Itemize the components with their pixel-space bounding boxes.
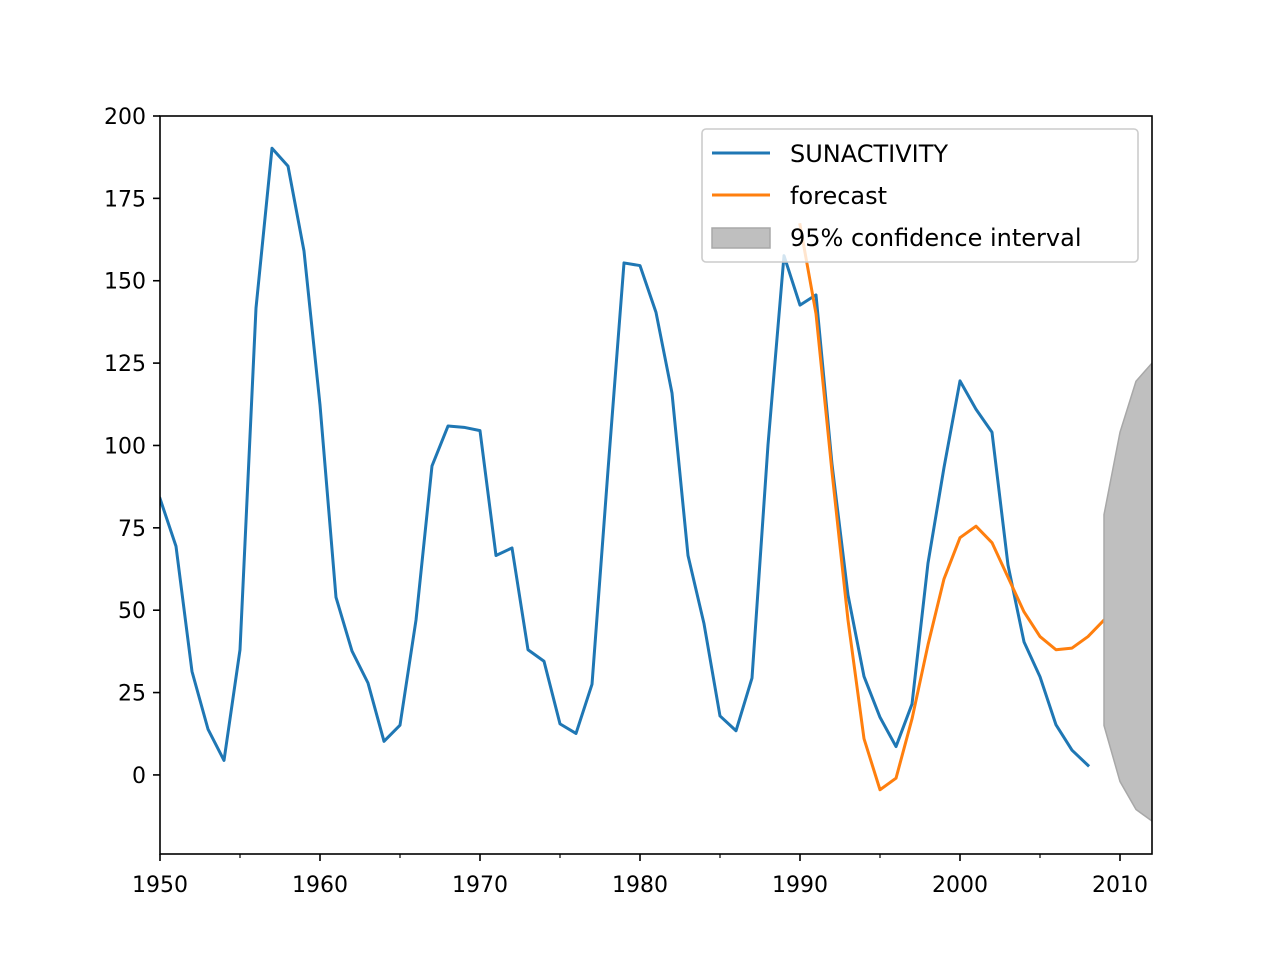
- x-tick-label: 1980: [612, 873, 668, 898]
- confidence-band: [1103, 361, 1152, 822]
- y-tick-label: 175: [104, 187, 146, 212]
- y-tick-label: 75: [118, 517, 146, 542]
- legend-swatch-95-confidence-interval: [711, 227, 771, 249]
- x-tick-label: 1970: [452, 873, 508, 898]
- series-line-forecast: [798, 222, 1152, 792]
- series-line-sunactivity: [160, 146, 1091, 768]
- y-tick-label: 125: [104, 352, 146, 377]
- legend-box: [701, 128, 1139, 263]
- x-tick-label: 2000: [932, 873, 988, 898]
- axes-frame: [159, 115, 1153, 855]
- x-tick-label: 1950: [132, 873, 188, 898]
- y-tick-label: 150: [104, 270, 146, 295]
- y-tick-label: 0: [132, 764, 146, 789]
- legend-label-sunactivity: SUNACTIVITY: [790, 140, 948, 168]
- legend: SUNACTIVITY forecast 95% confidence interv…: [701, 128, 1139, 263]
- x-tick-label: 1960: [292, 873, 348, 898]
- plot-area: [160, 146, 1152, 822]
- y-tick-label: 200: [104, 105, 146, 130]
- y-tick-label: 50: [118, 599, 146, 624]
- x-tick-label: 2010: [1092, 873, 1148, 898]
- y-tick-label: 25: [118, 682, 146, 707]
- legend-label-95-confidence-interval: 95% confidence interval: [790, 224, 1081, 252]
- axes: 1950 1960 1970 1980 1990 2000 2010 0 25 50 75 100 12…: [104, 105, 1153, 898]
- legend-label-forecast: forecast: [790, 182, 887, 210]
- x-tick-label: 1990: [772, 873, 828, 898]
- y-tick-label: 100: [104, 434, 146, 459]
